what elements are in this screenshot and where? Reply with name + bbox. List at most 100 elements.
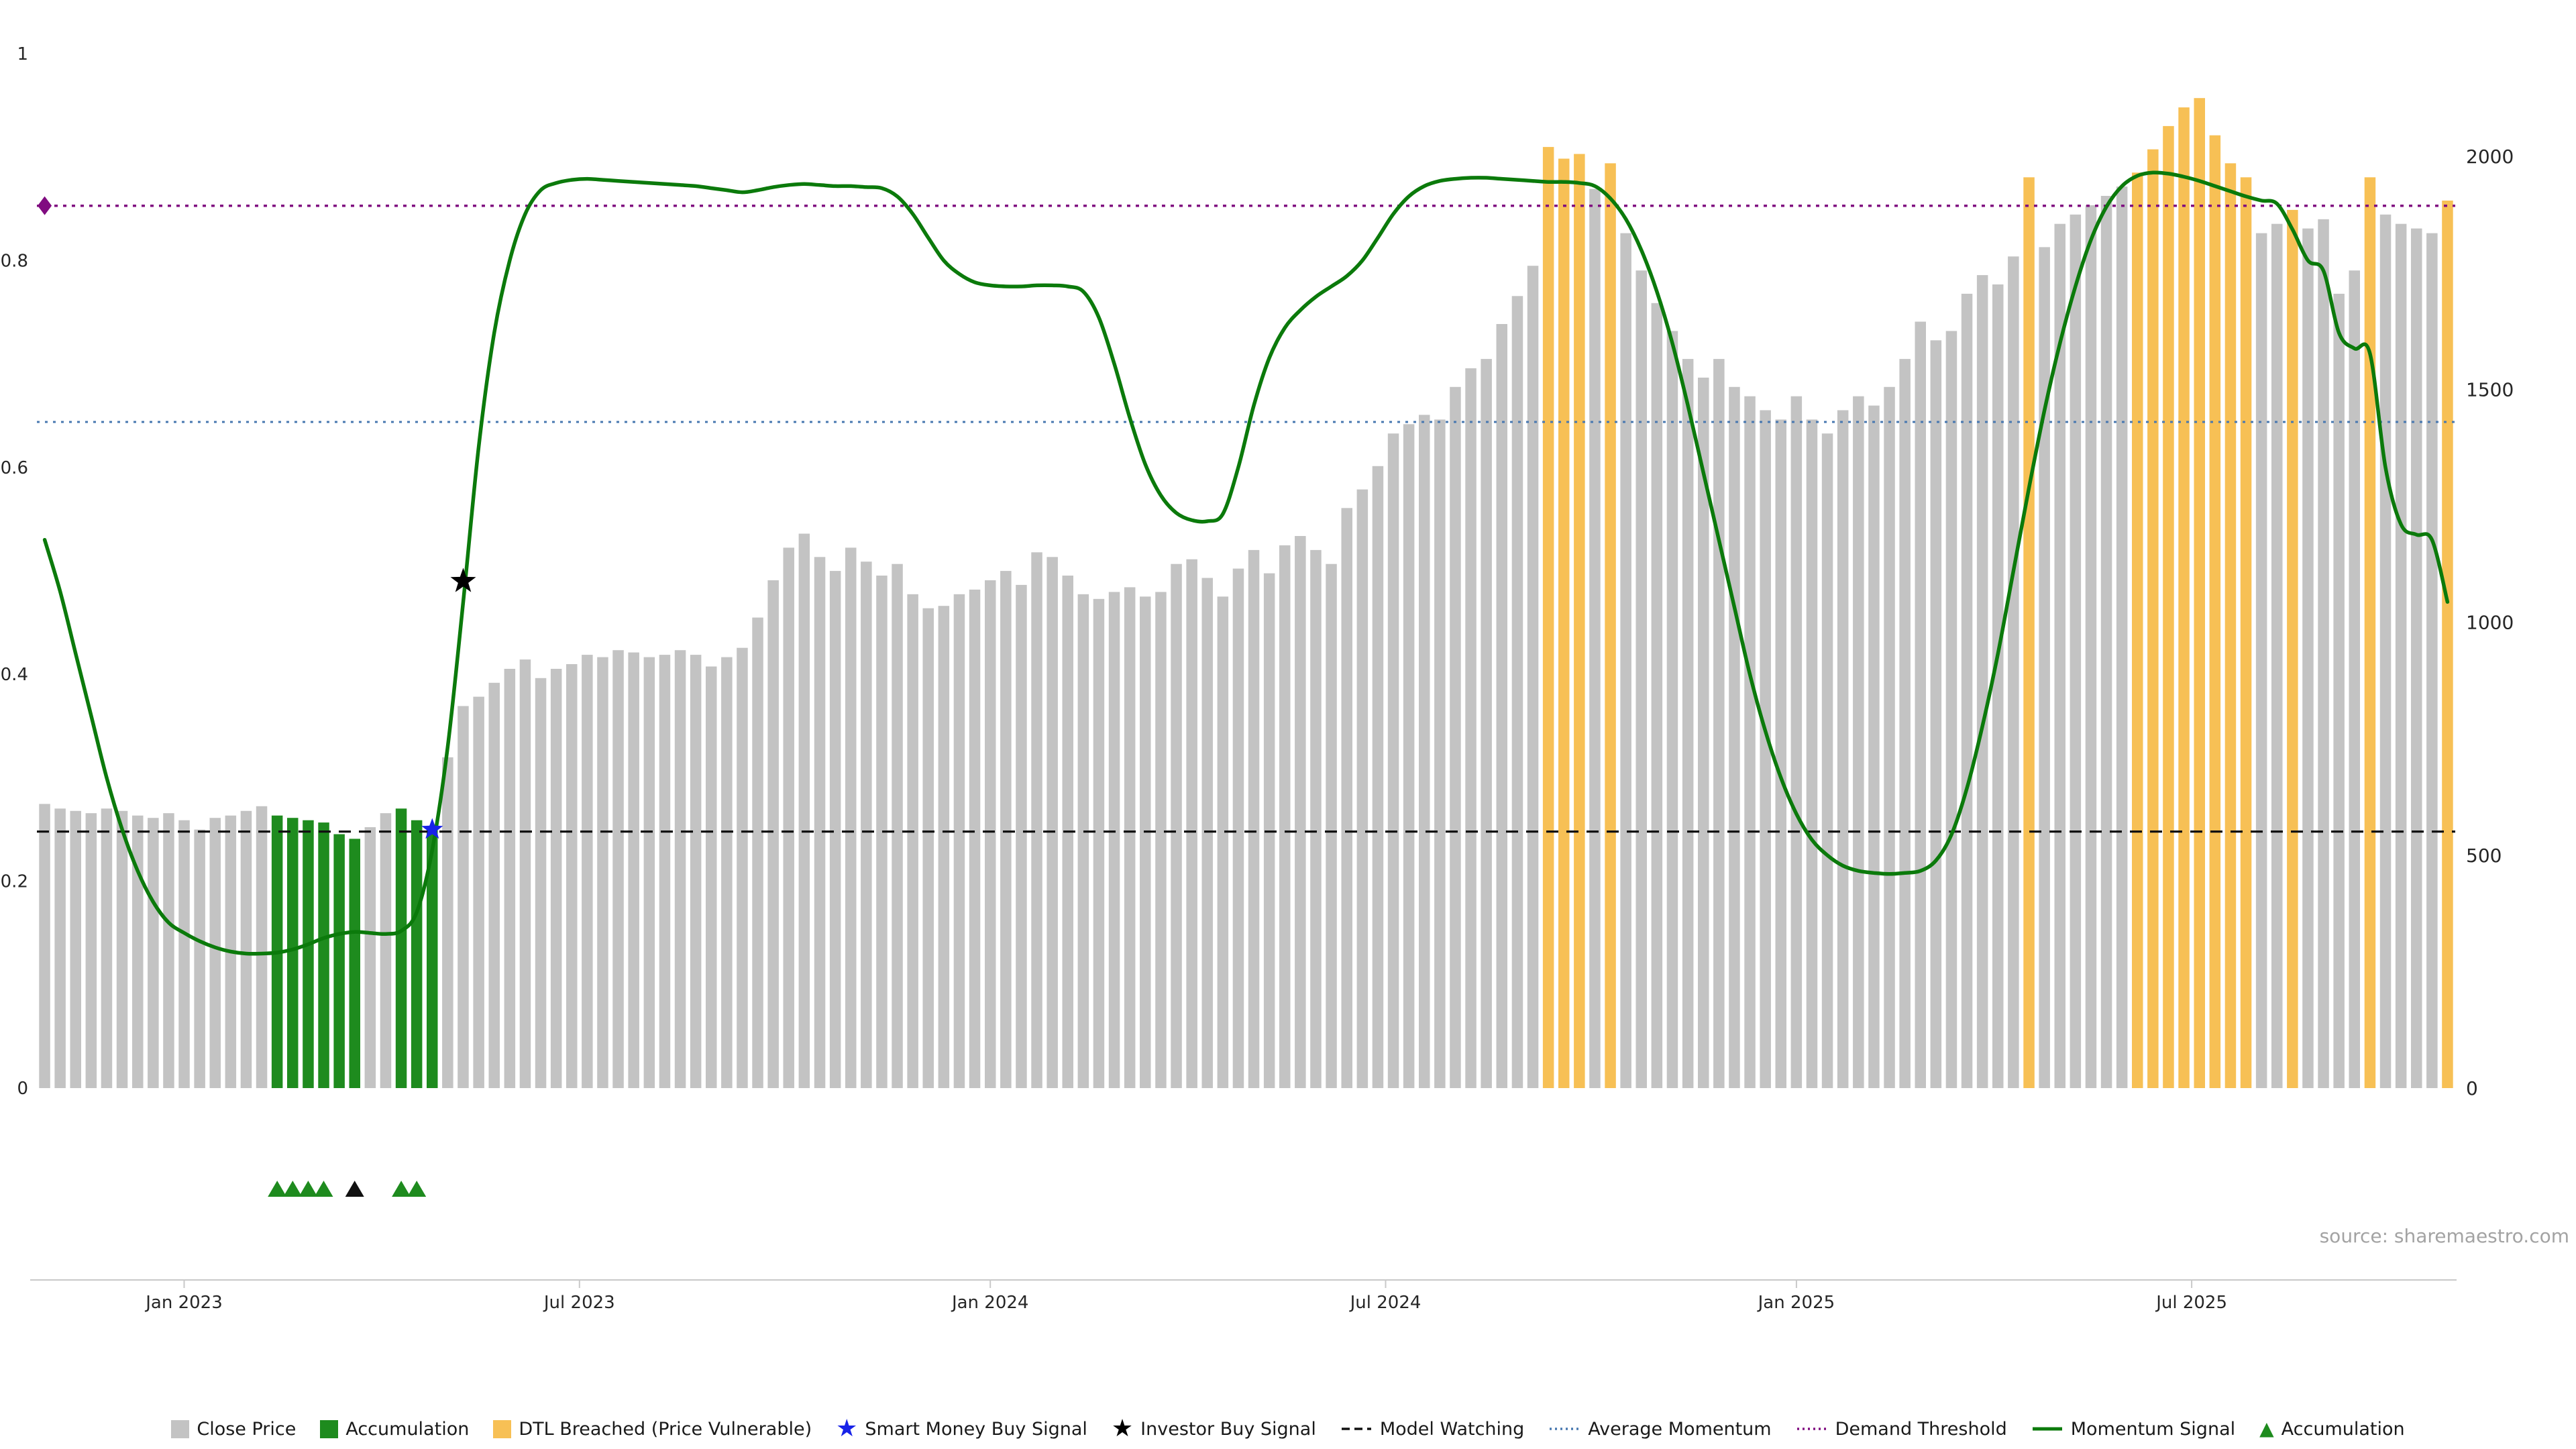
legend-dot-line-icon — [1796, 1428, 1827, 1430]
close-price-bar — [2349, 270, 2360, 1089]
close-price-bar — [1248, 549, 1260, 1088]
price-momentum-chart: Jan 2023 Jul 2023 Jan 2024 Jul 2024 Jan 2025… — [1, 44, 2514, 1313]
close-price-bar — [2318, 219, 2329, 1088]
close-price-bar — [1434, 419, 1446, 1088]
dtl-breached-bar — [1605, 163, 1616, 1088]
legend-triangle-icon: ▲ — [2259, 1417, 2274, 1440]
close-price-bar — [1031, 552, 1042, 1088]
legend-item-dtl-breached-price-vulnerable-2: DTL Breached (Price Vulnerable) — [493, 1419, 812, 1440]
legend-swatch-icon — [320, 1419, 339, 1438]
close-price-bar — [1698, 377, 1709, 1088]
close-price-bar — [1666, 331, 1678, 1088]
accumulation-bar — [427, 829, 438, 1088]
close-price-bar — [1853, 396, 1864, 1089]
dtl-breached-bar — [2194, 98, 2205, 1089]
legend-dot-line-icon — [1550, 1428, 1580, 1430]
close-price-bar — [473, 696, 484, 1088]
dtl-breached-bar — [2178, 107, 2190, 1089]
legend-item-accumulation-1: Accumulation — [320, 1419, 469, 1440]
close-price-bar — [1450, 386, 1461, 1088]
close-price-bar — [1295, 536, 1306, 1088]
x-axis-label: Jul 2023 — [543, 1293, 615, 1313]
close-price-bar — [1899, 359, 1911, 1088]
close-price-bar — [2008, 256, 2019, 1088]
close-price-bar — [1217, 596, 1229, 1088]
close-price-bar — [1915, 321, 1926, 1088]
dtl-breached-bar — [2147, 149, 2159, 1089]
close-price-bar — [535, 678, 547, 1088]
close-price-bar — [1310, 549, 1322, 1088]
legend-label: Average Momentum — [1588, 1418, 1772, 1440]
close-price-bar — [969, 589, 981, 1088]
close-price-bar — [442, 757, 453, 1088]
legend-solid-line-icon — [2032, 1427, 2062, 1431]
close-price-bar — [1077, 594, 1089, 1088]
close-price-bar — [1868, 405, 1880, 1088]
close-price-bar — [1279, 545, 1291, 1088]
accumulation-bar — [395, 808, 407, 1088]
y-axis-left-label: 1 — [17, 44, 28, 64]
close-price-bar — [364, 827, 376, 1088]
close-price-bar — [1372, 466, 1384, 1088]
x-axis-label: Jan 2023 — [144, 1293, 223, 1313]
close-price-bar — [721, 657, 733, 1088]
close-price-bar — [1635, 270, 1647, 1089]
close-price-bar — [380, 813, 392, 1088]
legend-swatch-icon — [493, 1419, 512, 1438]
close-price-bar — [1961, 293, 1973, 1088]
close-price-bar — [2333, 293, 2345, 1088]
close-price-bar — [1945, 331, 1957, 1088]
legend-star-icon: ★ — [836, 1415, 858, 1442]
close-price-bar — [1232, 568, 1244, 1088]
close-price-bar — [706, 666, 717, 1088]
close-price-bar — [101, 808, 113, 1088]
accumulation-triangle-row — [268, 1181, 427, 1197]
legend-label: Momentum Signal — [2070, 1418, 2236, 1440]
close-price-bar — [829, 571, 841, 1088]
close-price-bar — [1326, 564, 1337, 1088]
close-price-bar — [2085, 205, 2097, 1088]
close-price-bar — [1140, 596, 1151, 1088]
close-price-bar — [1511, 296, 1523, 1088]
legend-item-accumulation-9: ▲ Accumulation — [2259, 1419, 2405, 1440]
close-price-bar — [985, 580, 996, 1088]
close-price-bar — [582, 655, 593, 1088]
close-price-bar — [1201, 578, 1213, 1088]
close-price-bar — [2116, 186, 2128, 1089]
dtl-breached-bar — [1558, 158, 1570, 1088]
close-price-bar — [1806, 419, 1818, 1088]
close-price-bar — [504, 669, 516, 1088]
dtl-breached-bar — [1574, 154, 1585, 1088]
legend-label: Investor Buy Signal — [1140, 1418, 1316, 1440]
accumulation-bar — [287, 818, 299, 1088]
close-price-bar — [1884, 386, 1895, 1088]
legend-item-close-price-0: Close Price — [171, 1419, 296, 1440]
close-price-bar — [643, 657, 655, 1088]
close-price-bar — [1093, 598, 1105, 1088]
close-price-bar — [1481, 359, 1492, 1088]
legend-swatch-icon — [171, 1419, 190, 1438]
x-axis-label: Jul 2025 — [2155, 1293, 2227, 1313]
close-price-bar — [1108, 592, 1120, 1088]
legend-item-average-momentum-6: Average Momentum — [1548, 1418, 1772, 1440]
close-price-bar — [2379, 214, 2392, 1088]
close-price-bar — [1760, 410, 1771, 1088]
close-price-bar — [674, 650, 686, 1088]
close-price-bar — [1155, 592, 1167, 1088]
y-axis-right-label: 2000 — [2466, 146, 2514, 168]
accumulation-bar — [303, 820, 314, 1088]
price-bars — [39, 98, 2453, 1089]
dtl-breached-bar — [2240, 177, 2252, 1088]
close-price-bar — [612, 650, 624, 1088]
accumulation-triangle-icon — [314, 1181, 333, 1197]
close-price-bar — [39, 804, 50, 1088]
x-axis-label: Jan 2025 — [1757, 1293, 1835, 1313]
y-axis-right-label: 1000 — [2466, 612, 2514, 634]
close-price-bar — [814, 557, 826, 1088]
close-price-bar — [1186, 559, 1197, 1088]
close-price-bar — [85, 813, 97, 1088]
legend-star-icon: ★ — [1111, 1415, 1134, 1442]
legend-item-momentum-signal-8: Momentum Signal — [2031, 1419, 2235, 1440]
close-price-bar — [2070, 214, 2082, 1088]
accumulation-bar — [318, 822, 329, 1088]
